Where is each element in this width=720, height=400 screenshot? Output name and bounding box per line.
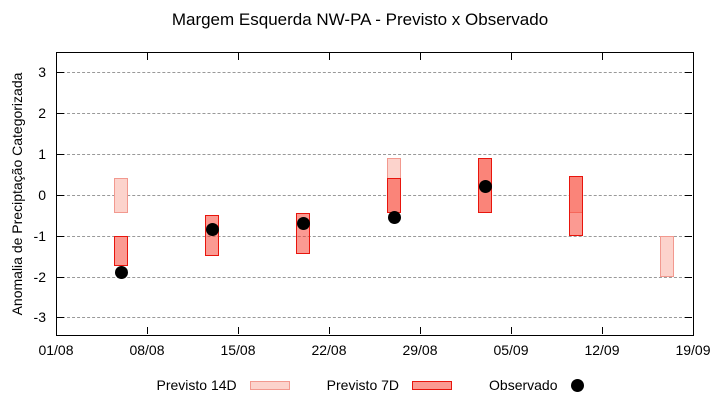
- legend: Previsto 14D Previsto 7D Observado: [0, 377, 720, 393]
- x-tick-mark-top: [56, 53, 57, 60]
- gridline: [57, 317, 692, 318]
- x-tick-mark-top: [693, 53, 694, 60]
- legend-label-previsto-14d: Previsto 14D: [156, 377, 237, 393]
- y-tick-label: -2: [33, 269, 46, 285]
- legend-label-previsto-7d: Previsto 7D: [326, 377, 400, 393]
- previsto-7d-bar: [114, 235, 128, 267]
- legend-dot-observado: [570, 378, 584, 392]
- x-tick-mark-bottom: [602, 327, 603, 334]
- x-tick-label: 05/09: [493, 342, 529, 358]
- y-tick-mark-right: [685, 72, 692, 73]
- x-tick-mark-bottom: [238, 327, 239, 334]
- gridline: [57, 72, 692, 73]
- observado-dot: [296, 216, 310, 230]
- chart-title: Margem Esquerda NW-PA - Previsto x Obser…: [171, 10, 549, 29]
- gridline: [57, 195, 692, 196]
- y-tick-label: -3: [33, 309, 46, 325]
- gridline: [57, 154, 692, 155]
- y-tick-mark-right: [685, 277, 692, 278]
- y-tick-mark-right: [685, 236, 692, 237]
- x-tick-mark-top: [238, 53, 239, 60]
- x-tick-mark-top: [147, 53, 148, 60]
- legend-swatch-previsto-14d: [249, 380, 290, 390]
- legend-swatch-previsto-7d: [412, 380, 453, 390]
- y-tick-mark-left: [57, 154, 64, 155]
- y-tick-label: 2: [38, 105, 46, 121]
- observado-dot: [478, 180, 492, 194]
- plot-area: [56, 52, 694, 336]
- x-tick-mark-top: [511, 53, 512, 60]
- x-tick-label: 22/08: [311, 342, 347, 358]
- x-tick-mark-bottom: [147, 327, 148, 334]
- y-tick-label: -1: [33, 228, 46, 244]
- x-tick-mark-bottom: [56, 327, 57, 334]
- x-tick-mark-bottom: [420, 327, 421, 334]
- y-tick-mark-left: [57, 72, 64, 73]
- x-tick-mark-top: [420, 53, 421, 60]
- y-tick-label: 3: [38, 64, 46, 80]
- gridline: [57, 277, 692, 278]
- y-tick-mark-left: [57, 113, 64, 114]
- x-tick-mark-top: [602, 53, 603, 60]
- previsto-14d-bar: [114, 178, 128, 214]
- previsto-7d-bar: [387, 178, 401, 214]
- legend-item-previsto-14d: Previsto 14D: [157, 377, 290, 393]
- observado-dot: [205, 222, 219, 236]
- legend-label-observado: Observado: [489, 377, 558, 393]
- x-tick-label: 01/08: [38, 342, 74, 358]
- gridline: [57, 113, 692, 114]
- x-tick-label: 15/08: [220, 342, 256, 358]
- y-tick-mark-left: [57, 195, 64, 196]
- x-tick-label: 19/09: [675, 342, 711, 358]
- x-tick-label: 29/08: [402, 342, 438, 358]
- y-tick-label: 1: [38, 146, 46, 162]
- x-tick-mark-bottom: [329, 327, 330, 334]
- y-tick-mark-left: [57, 317, 64, 318]
- y-tick-mark-right: [685, 317, 692, 318]
- y-tick-mark-left: [57, 236, 64, 237]
- y-tick-mark-right: [685, 154, 692, 155]
- legend-item-observado: Observado: [489, 377, 584, 393]
- x-tick-mark-bottom: [693, 327, 694, 334]
- legend-item-previsto-7d: Previsto 7D: [326, 377, 453, 393]
- y-tick-label: 0: [38, 187, 46, 203]
- previsto-7d-bar: [569, 176, 583, 236]
- x-tick-mark-bottom: [511, 327, 512, 334]
- previsto-14d-bar: [660, 235, 674, 277]
- y-tick-mark-right: [685, 113, 692, 114]
- observado-dot: [114, 265, 128, 279]
- x-tick-label: 12/09: [584, 342, 620, 358]
- x-tick-label: 08/08: [129, 342, 165, 358]
- observado-dot: [387, 210, 401, 224]
- gridline: [57, 236, 692, 237]
- y-tick-mark-right: [685, 195, 692, 196]
- y-tick-mark-left: [57, 277, 64, 278]
- x-tick-mark-top: [329, 53, 330, 60]
